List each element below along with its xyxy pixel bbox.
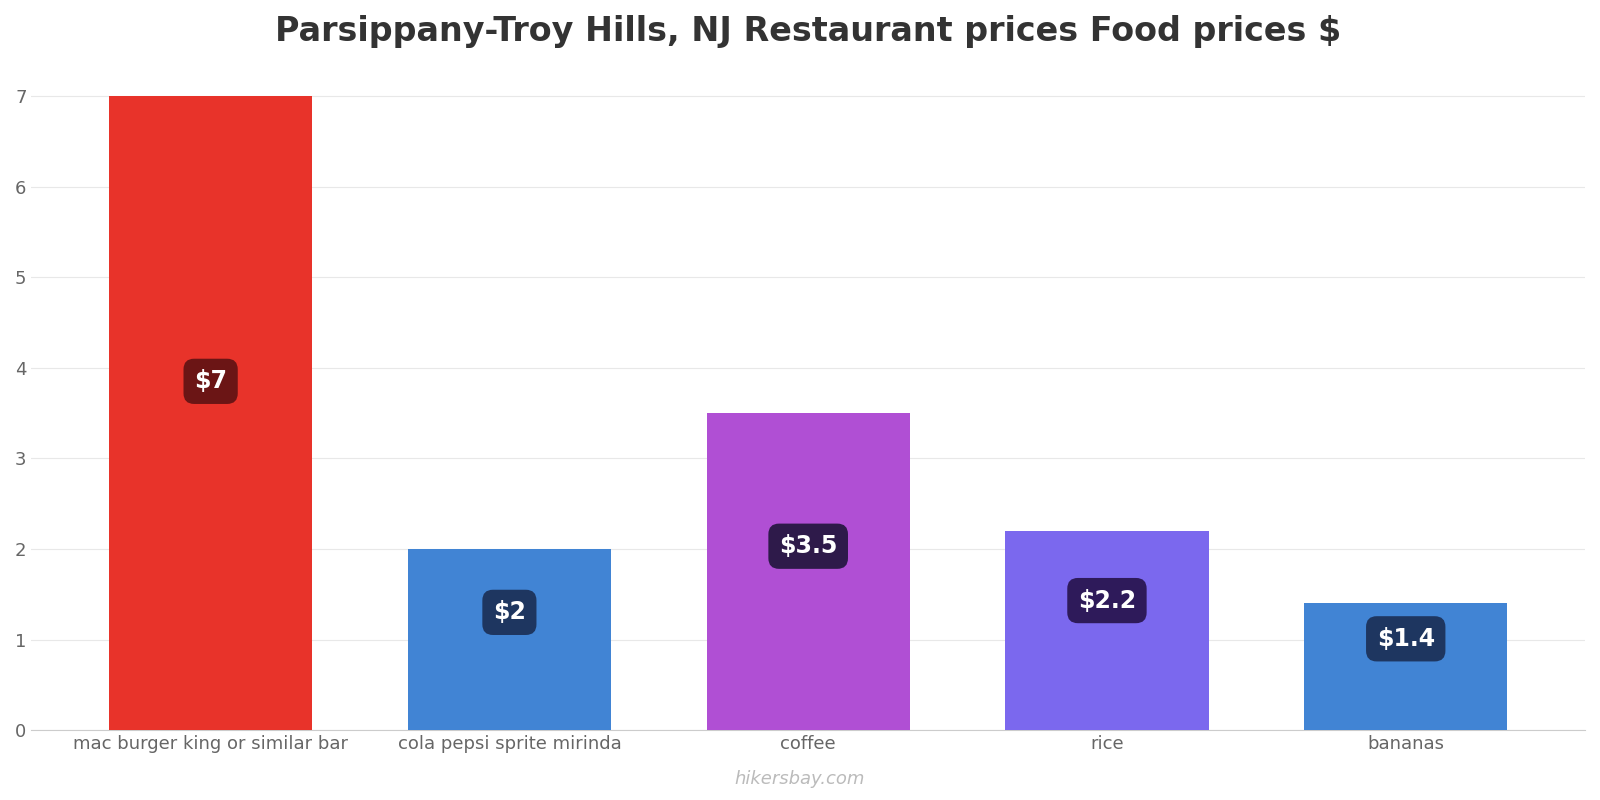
Bar xyxy=(408,549,611,730)
Text: $1.4: $1.4 xyxy=(1376,627,1435,651)
Text: $2: $2 xyxy=(493,600,526,624)
Bar xyxy=(1304,603,1507,730)
Text: $2.2: $2.2 xyxy=(1078,589,1136,613)
Bar xyxy=(707,413,910,730)
Title: Parsippany-Troy Hills, NJ Restaurant prices Food prices $: Parsippany-Troy Hills, NJ Restaurant pri… xyxy=(275,15,1341,48)
Text: $3.5: $3.5 xyxy=(779,534,837,558)
Text: $7: $7 xyxy=(194,370,227,394)
Bar xyxy=(109,96,312,730)
Text: hikersbay.com: hikersbay.com xyxy=(734,770,866,788)
Bar xyxy=(1005,531,1208,730)
